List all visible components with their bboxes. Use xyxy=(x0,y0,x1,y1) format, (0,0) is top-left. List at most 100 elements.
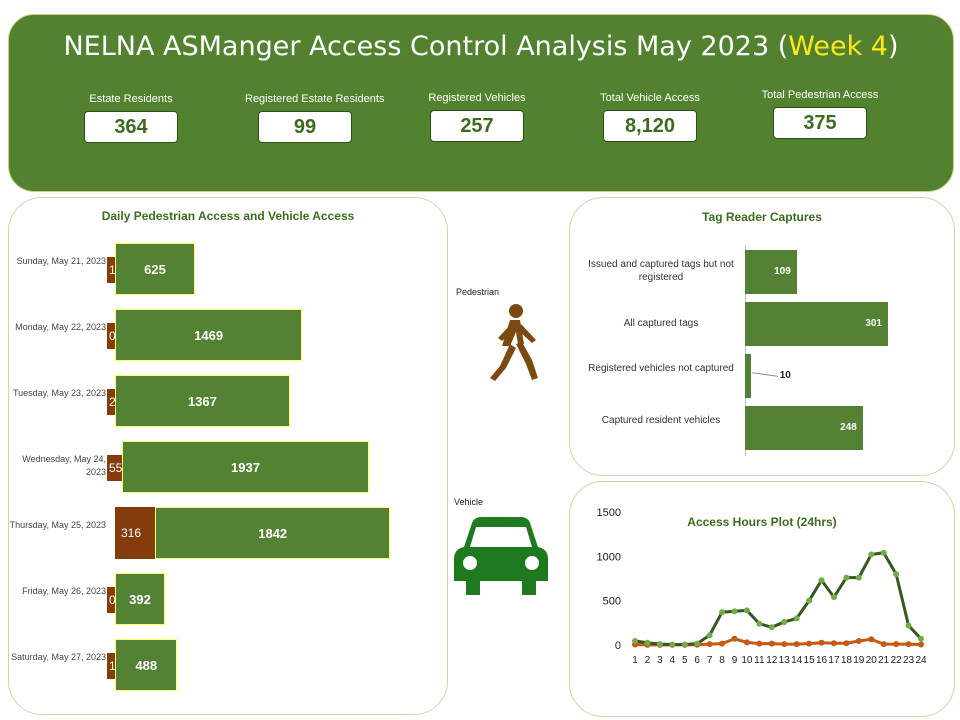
x-tick-label: 17 xyxy=(828,655,840,666)
data-point xyxy=(768,640,775,647)
data-point xyxy=(918,635,924,642)
data-point xyxy=(868,636,875,643)
x-tick-label: 9 xyxy=(732,655,738,666)
x-tick-label: 11 xyxy=(754,655,765,666)
data-point xyxy=(656,641,663,648)
data-point xyxy=(880,549,887,556)
kpi-value: 257 xyxy=(430,110,524,142)
vehicle-value: 625 xyxy=(144,262,166,277)
data-point xyxy=(893,571,900,578)
access-hours-panel: Access Hours Plot (24hrs) xyxy=(569,481,955,717)
tag-bar: 301 xyxy=(745,302,888,346)
x-tick-label: 1 xyxy=(632,655,638,666)
pedestrian-bar: 1 xyxy=(107,257,116,283)
data-point xyxy=(918,641,924,648)
x-tick-label: 16 xyxy=(816,655,828,666)
kpi-registered-vehicles: Registered Vehicles 257 xyxy=(417,90,537,142)
vehicle-value: 488 xyxy=(135,658,158,673)
tag-label: Registered vehicles not captured xyxy=(588,363,734,374)
tag-bar: 109 xyxy=(745,250,797,294)
data-point xyxy=(793,641,800,648)
data-point xyxy=(743,607,750,614)
x-tick-label: 4 xyxy=(670,655,676,666)
day-label: Saturday, May 27, 2023 xyxy=(11,652,106,662)
pedestrian-label: Pedestrian xyxy=(456,287,500,297)
vehicle-value: 1937 xyxy=(231,460,260,475)
y-tick-label: 1000 xyxy=(597,551,621,563)
kpi-value: 8,120 xyxy=(603,110,697,142)
data-point xyxy=(781,641,788,648)
data-point xyxy=(694,640,701,647)
x-tick-label: 21 xyxy=(878,655,890,666)
x-tick-label: 14 xyxy=(791,655,803,666)
pedestrian-value: 316 xyxy=(121,526,142,540)
tag-value: 109 xyxy=(774,266,791,277)
tag-value: 301 xyxy=(865,318,882,329)
x-tick-label: 18 xyxy=(841,655,853,666)
pedestrian-bar: 1 xyxy=(107,653,116,679)
x-tick-label: 19 xyxy=(853,655,865,666)
data-point xyxy=(880,641,887,648)
data-point xyxy=(818,639,825,646)
data-point xyxy=(818,577,825,584)
x-tick-label: 20 xyxy=(866,655,878,666)
x-tick-label: 7 xyxy=(707,655,713,666)
tag-bar: 248 xyxy=(745,406,863,450)
pedestrian-value: 1 xyxy=(109,659,116,673)
data-point xyxy=(756,640,763,647)
tag-label: Captured resident vehicles xyxy=(601,415,721,426)
x-tick-label: 6 xyxy=(694,655,700,666)
vehicle-bar: 1469 xyxy=(115,309,303,361)
x-tick-label: 23 xyxy=(903,655,915,666)
data-point xyxy=(719,640,726,647)
day-label: Friday, May 26, 2023 xyxy=(22,586,106,596)
pedestrian-bar: 316 xyxy=(115,507,156,559)
pedestrian-value: 55 xyxy=(109,461,123,475)
walking-person-icon xyxy=(490,304,538,381)
data-point xyxy=(793,615,800,622)
data-point xyxy=(855,574,862,581)
data-point xyxy=(644,639,651,646)
data-point xyxy=(731,608,738,615)
x-tick-label: 22 xyxy=(891,655,903,666)
data-point xyxy=(868,551,875,558)
car-icon xyxy=(454,517,548,595)
x-tick-label: 12 xyxy=(766,655,778,666)
data-point xyxy=(681,641,688,648)
x-tick-label: 13 xyxy=(779,655,791,666)
vehicle-bar: 1367 xyxy=(115,375,290,427)
day-label: Thursday, May 25, 2023 xyxy=(9,520,106,530)
data-point xyxy=(893,641,900,648)
data-point xyxy=(855,638,862,645)
daily-access-title: Daily Pedestrian Access and Vehicle Acce… xyxy=(101,209,355,223)
tag-reader-title: Tag Reader Captures xyxy=(702,210,822,224)
vehicle-value: 392 xyxy=(129,592,151,607)
x-tick-label: 24 xyxy=(915,655,927,666)
x-tick-label: 2 xyxy=(645,655,651,666)
pedestrian-bar: 2 xyxy=(107,389,116,415)
pedestrian-value: 2 xyxy=(109,395,116,409)
day-label: Sunday, May 21, 2023 xyxy=(16,256,106,266)
dashboard-header: NELNA ASManger Access Control Analysis M… xyxy=(8,14,954,192)
pedestrian-bar: 55 xyxy=(107,455,122,481)
data-point xyxy=(843,640,850,647)
week-label: Week 4 xyxy=(788,31,888,62)
tag-label: All captured tags xyxy=(623,318,699,329)
vehicle-bar: 1937 xyxy=(122,441,369,493)
y-tick-label: 0 xyxy=(615,640,621,652)
vehicle-bar: 392 xyxy=(115,573,165,625)
series-line xyxy=(634,551,923,647)
kpi-value: 364 xyxy=(84,111,178,143)
data-point xyxy=(719,609,726,616)
data-point xyxy=(731,635,738,642)
x-tick-label: 5 xyxy=(682,655,688,666)
data-point xyxy=(806,597,813,604)
vehicle-bar: 488 xyxy=(115,639,178,691)
tag-value: 248 xyxy=(840,422,857,433)
vehicle-value: 1842 xyxy=(258,526,288,541)
kpi-total-pedestrian-access: Total Pedestrian Access 375 xyxy=(760,87,880,139)
kpi-registered-residents: Registered Estate Residents 99 xyxy=(245,91,384,143)
y-tick-label: 500 xyxy=(603,596,621,608)
data-point xyxy=(830,640,837,647)
